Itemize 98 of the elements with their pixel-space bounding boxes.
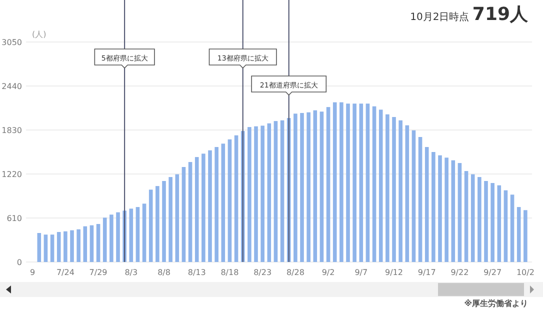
bar [432, 152, 436, 262]
bar [458, 163, 462, 262]
x-tick-label: 8/13 [188, 268, 206, 277]
y-tick-label: 1830 [2, 126, 22, 135]
x-tick-label: 8/28 [286, 268, 304, 277]
bar [497, 185, 502, 262]
bar [148, 190, 153, 262]
bar [56, 232, 61, 262]
y-tick-label: 0 [16, 258, 22, 267]
x-tick-label: 9/22 [450, 268, 469, 277]
bar [188, 162, 192, 262]
bar [267, 123, 272, 262]
bar [208, 150, 212, 262]
bar [484, 180, 488, 262]
y-tick-label: 2440 [2, 82, 22, 91]
y-axis-title: (人) [32, 30, 46, 39]
bar [398, 120, 402, 262]
bar [50, 234, 54, 262]
bar [129, 208, 134, 262]
bar [162, 180, 166, 262]
bar [470, 174, 475, 262]
bar [64, 231, 68, 262]
bar [142, 204, 146, 262]
bar [274, 121, 278, 262]
bar [405, 125, 410, 262]
bar [490, 183, 494, 262]
chart-title: 10月2日時点 [410, 11, 472, 23]
bar [372, 106, 376, 262]
x-tick-label: 9/27 [484, 268, 502, 277]
bar [182, 167, 186, 262]
text: ※厚生労働省より [464, 299, 528, 308]
bar [194, 157, 199, 262]
bar [332, 102, 337, 262]
bar [510, 194, 514, 262]
x-tick-label: 8/3 [124, 268, 138, 277]
bar [254, 126, 258, 262]
bar [516, 207, 521, 262]
bar [378, 110, 383, 262]
bar [76, 229, 80, 262]
y-tick-label: 610 [6, 214, 22, 223]
bar [424, 147, 429, 262]
bar [116, 212, 120, 262]
chart-subtitle: 719人 [472, 4, 529, 25]
bar [366, 104, 370, 262]
bar [168, 177, 172, 262]
x-tick-label: 9/7 [354, 268, 368, 277]
bar [221, 144, 226, 262]
bar [444, 158, 448, 262]
bar [300, 112, 304, 262]
bar [392, 117, 396, 262]
y-tick-label: 1220 [2, 170, 22, 179]
bar [504, 190, 508, 262]
bar [102, 218, 107, 262]
bar [44, 234, 48, 262]
bar [451, 160, 456, 262]
x-tick-label: 8/18 [220, 268, 239, 277]
bar [136, 207, 140, 262]
x-tick-label: 9/2 [322, 268, 335, 277]
bar [359, 104, 364, 262]
bar [110, 214, 114, 262]
bar [346, 104, 350, 262]
bar [248, 127, 252, 262]
bar [228, 139, 232, 262]
bar [234, 135, 238, 262]
bar [280, 120, 284, 262]
bar [175, 174, 180, 262]
bar [90, 225, 94, 262]
bar [340, 102, 344, 262]
x-tick-label: 9 [30, 268, 36, 277]
x-tick-label: 10/2 [516, 268, 534, 277]
x-tick-label: 8/23 [254, 268, 272, 277]
bar [438, 155, 442, 262]
x-tick-label: 7/24 [56, 268, 74, 277]
bar [464, 171, 468, 262]
bar [294, 114, 298, 262]
bar [306, 112, 310, 262]
bar [313, 110, 318, 262]
bar [260, 126, 264, 262]
bar [70, 230, 74, 262]
x-tick-label: 9/17 [418, 268, 436, 277]
x-tick-label: 7/29 [89, 268, 108, 277]
bar [37, 233, 42, 262]
bar [524, 210, 528, 262]
bar [418, 136, 422, 262]
bar [214, 147, 218, 262]
bar [478, 177, 482, 262]
bar [202, 154, 206, 262]
bar [412, 130, 416, 262]
bar [326, 107, 330, 262]
bar [96, 224, 100, 262]
y-tick-label: 3050 [2, 38, 22, 47]
bar [320, 112, 324, 262]
bar [156, 186, 160, 262]
x-tick-label: 8/8 [158, 268, 170, 277]
bar [83, 226, 88, 262]
bar [352, 104, 356, 262]
x-tick-label: 9/12 [385, 268, 403, 277]
bar [386, 114, 390, 262]
